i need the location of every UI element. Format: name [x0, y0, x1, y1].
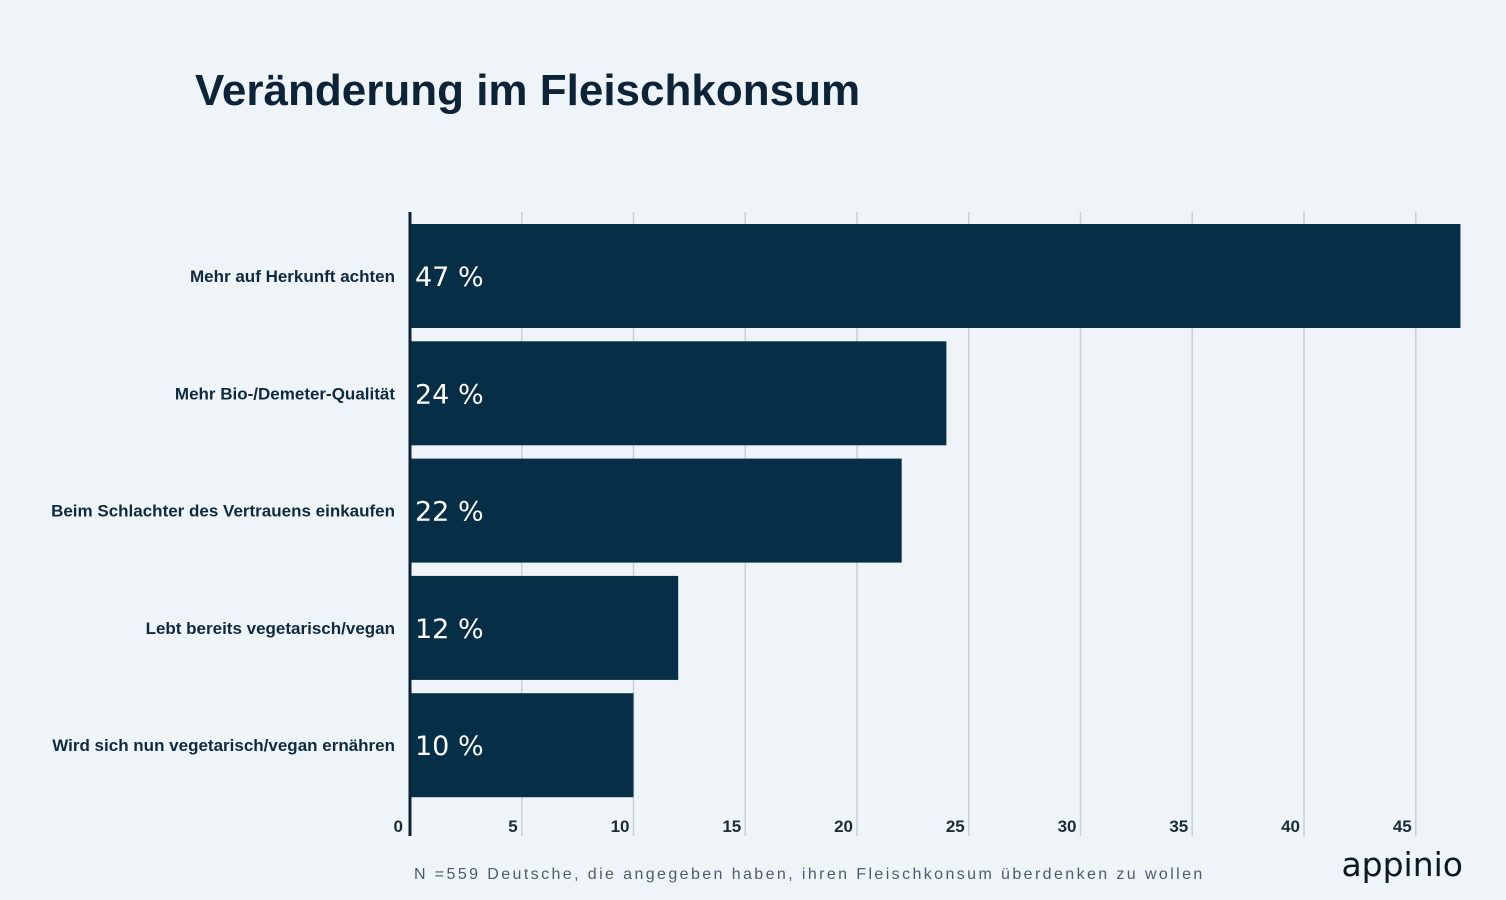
category-label: Lebt bereits vegetarisch/vegan [146, 619, 395, 638]
chart-title: Veränderung im Fleischkonsum [195, 66, 860, 115]
x-tick-label: 15 [722, 817, 741, 836]
category-label: Beim Schlachter des Vertrauens einkaufen [51, 502, 395, 521]
x-tick-label: 40 [1281, 817, 1300, 836]
x-tick-label: 30 [1058, 817, 1077, 836]
x-tick-label: 45 [1393, 817, 1412, 836]
x-tick-label: 10 [611, 817, 630, 836]
category-label: Mehr auf Herkunft achten [190, 267, 395, 286]
x-tick-label: 25 [946, 817, 965, 836]
bar-value-label: 47 % [415, 262, 484, 293]
bar-value-label: 12 % [415, 614, 484, 645]
bar-value-label: 22 % [415, 497, 484, 528]
category-labels: Mehr auf Herkunft achten Mehr Bio-/Demete… [51, 267, 395, 755]
bar [410, 693, 634, 798]
bar [410, 575, 679, 680]
x-tick-label: 0 [394, 817, 403, 836]
x-tick-label: 5 [508, 817, 517, 836]
bar [410, 341, 947, 446]
x-tick-label: 35 [1169, 817, 1188, 836]
category-label: Mehr Bio-/Demeter-Qualität [175, 384, 395, 403]
value-labels: 47 % 24 % 22 % 12 % 10 % [415, 262, 484, 762]
bar [410, 458, 902, 563]
footnote: N =559 Deutsche, die angegeben haben, ih… [414, 866, 1205, 883]
x-tick-label: 20 [834, 817, 853, 836]
bar-value-label: 24 % [415, 379, 484, 410]
x-axis-ticks: 0 5 10 15 20 25 30 35 40 45 [394, 817, 1412, 836]
bar [410, 224, 1461, 328]
bar-value-label: 10 % [415, 731, 484, 762]
bars [410, 224, 1461, 798]
appinio-logo: appinio [1341, 845, 1463, 884]
category-label: Wird sich nun vegetarisch/vegan ernähren [52, 736, 395, 755]
